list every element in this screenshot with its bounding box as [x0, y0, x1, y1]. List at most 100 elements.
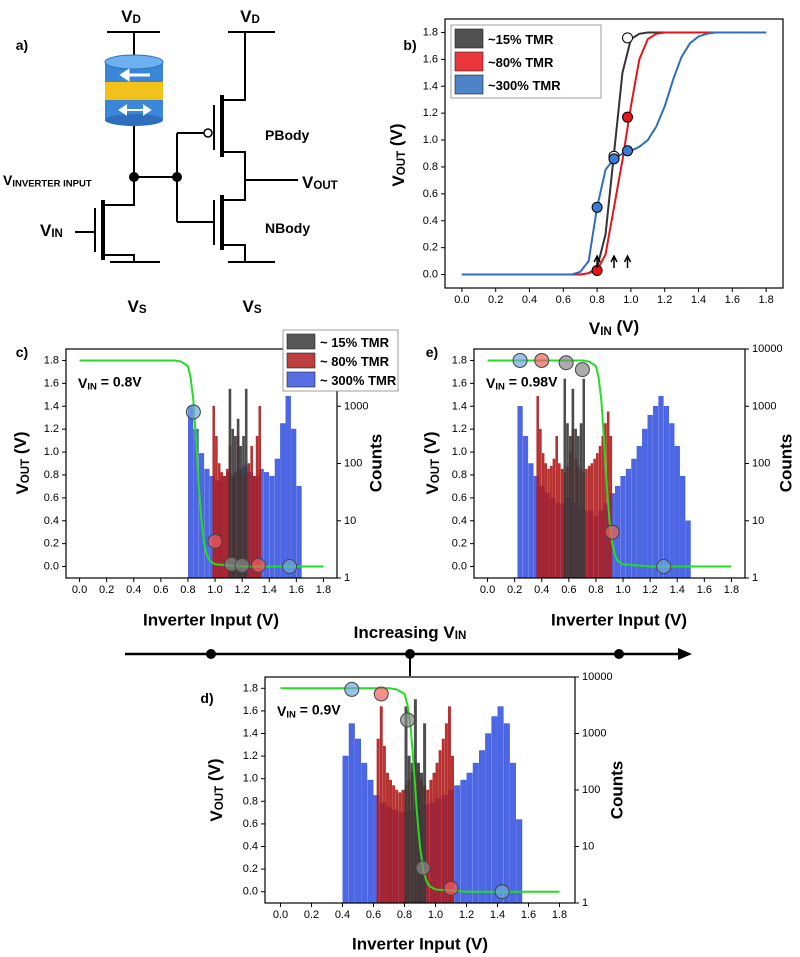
timeline-point [405, 649, 415, 659]
marker [558, 355, 574, 371]
histogram-bar [528, 463, 534, 579]
x-tick-label: 1.8 [316, 584, 331, 596]
histogram-bar [217, 463, 221, 579]
subscript: IN [455, 630, 467, 642]
histogram-bar [404, 706, 408, 904]
histogram-bar [355, 738, 362, 904]
histogram-bar [215, 435, 218, 579]
histogram-bar [212, 406, 215, 579]
histogram-bar [652, 406, 659, 579]
x-tick-label: 1.2 [459, 909, 474, 921]
histogram-bar [585, 468, 588, 579]
y-tick-label: 0.2 [452, 538, 467, 550]
y-tick-label: 1.8 [243, 682, 258, 694]
y2-tick-label: 100 [344, 458, 362, 470]
y2-axis-label: Counts [367, 434, 386, 493]
x-tick-label: 0.2 [488, 294, 503, 306]
x-tick-label: 1.6 [289, 584, 304, 596]
annotation: VIN = 0.8V [78, 373, 142, 391]
x-tick-label: 1.2 [657, 294, 672, 306]
histogram-bar [642, 428, 648, 579]
x-tick-label: 1.0 [623, 294, 638, 306]
y-axis-label: VOUT (V) [421, 431, 442, 494]
x-tick-label: 1.8 [724, 584, 739, 596]
histogram-bar [236, 418, 240, 579]
histogram-bar [560, 468, 564, 579]
label-text: V [40, 221, 52, 240]
histogram-bar [258, 406, 262, 579]
histogram-bar [680, 476, 686, 579]
marker [604, 524, 620, 540]
y-axis-label: VOUT (V) [11, 431, 32, 494]
supply-label: VD [240, 7, 260, 27]
x-tick-label: 0.4 [534, 584, 549, 596]
y-tick-label: 1.4 [423, 80, 438, 92]
y-axis-label: VOUT (V) [205, 758, 226, 821]
body-label: NBody [265, 220, 310, 236]
y-tick-label: 1.4 [44, 400, 59, 412]
y-tick-label: 0.8 [423, 161, 438, 173]
histogram-bar [269, 476, 275, 579]
histogram-bar [590, 463, 594, 579]
y2-tick-label: 100 [582, 784, 600, 796]
legend-swatch [286, 352, 316, 369]
legend-swatch [286, 371, 316, 388]
x-tick-label: 1.6 [697, 584, 712, 596]
histogram-bar [432, 772, 436, 904]
y-tick-label: 0.2 [423, 242, 438, 254]
legend-swatch [454, 51, 484, 72]
legend-label: ~ 80% TMR [320, 354, 390, 369]
y2-tick-label: 1000 [752, 400, 776, 412]
subscript: IN [87, 381, 97, 392]
y-tick-label: 1.4 [243, 728, 258, 740]
histogram-bar [389, 779, 392, 904]
histogram-bar [296, 486, 302, 579]
x-tick-label: 1.8 [758, 294, 773, 306]
x-axis-label: VIN (V) [589, 317, 639, 338]
y-tick-label: 1.2 [452, 423, 467, 435]
histogram-bar [685, 520, 691, 579]
x-tick-label: 1.0 [428, 909, 443, 921]
histogram-bar [420, 772, 423, 904]
y-tick-label: 1.6 [423, 53, 438, 65]
y-tick-label: 0.0 [423, 269, 438, 281]
marker [591, 201, 603, 213]
histogram-bar [571, 388, 575, 579]
histogram-bar [658, 395, 664, 579]
marker [185, 404, 201, 420]
histogram-bar [558, 463, 561, 579]
histogram-bar [609, 435, 613, 579]
histogram-bar [598, 446, 602, 579]
histogram-bar [517, 406, 523, 579]
x-tick-label: 0.0 [273, 909, 288, 921]
arrow [623, 254, 632, 268]
y-tick-label: 1.0 [44, 446, 59, 458]
subscript: IN [286, 709, 296, 720]
subscript: S [254, 304, 262, 316]
y2-tick-label: 1000 [344, 400, 368, 412]
histogram-bar [244, 388, 248, 579]
timeline-point [206, 649, 216, 659]
arrow [593, 254, 601, 268]
histogram-bar [376, 738, 380, 904]
histogram-bar [410, 762, 414, 904]
x-tick-label: 1.0 [615, 584, 630, 596]
y-tick-label: 1.8 [44, 354, 59, 366]
y-tick-label: 1.2 [44, 423, 59, 435]
marker [234, 557, 250, 573]
legend-label: ~15% TMR [488, 32, 554, 47]
label-text: V [207, 810, 226, 822]
label-text: V [13, 483, 32, 495]
histogram-bar [522, 435, 529, 579]
histogram-bar [361, 762, 368, 904]
histogram-bar [669, 423, 675, 579]
subscript: IN [51, 228, 63, 240]
histogram-bar [204, 468, 210, 579]
histogram-bar [579, 423, 583, 579]
y2-tick-label: 1 [344, 572, 350, 584]
timeline-arrow [678, 648, 692, 660]
histogram-bar [382, 745, 386, 904]
legend-swatch [454, 74, 484, 95]
histogram-bar [479, 750, 486, 904]
